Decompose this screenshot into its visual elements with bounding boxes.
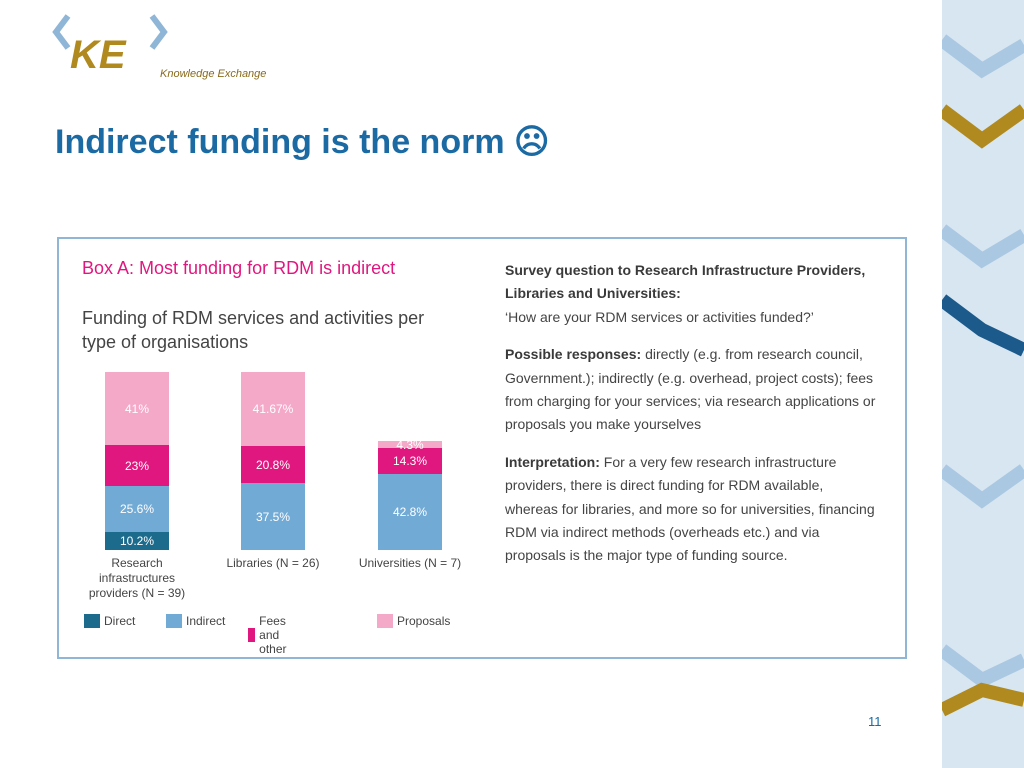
legend-swatch xyxy=(248,628,256,642)
legend-swatch xyxy=(166,614,182,628)
legend-item: Proposals xyxy=(377,614,450,628)
notes: Survey question to Research Infrastructu… xyxy=(505,259,880,582)
bar-segment xyxy=(105,445,169,487)
bar-segment xyxy=(241,446,305,484)
label: Survey question to Research Infrastructu… xyxy=(505,262,866,302)
value-label: 20.8% xyxy=(255,457,291,472)
figure-box xyxy=(57,237,907,659)
legend-item: Direct xyxy=(84,614,135,628)
text: directly (e.g. from research council, Go… xyxy=(505,346,876,433)
bar-segment xyxy=(105,372,169,446)
legend-swatch xyxy=(377,614,393,628)
logo-mark: KE xyxy=(70,33,127,77)
text: ‘How are your RDM services or activities… xyxy=(505,308,814,325)
legend-item: Indirect xyxy=(166,614,225,628)
interpretation-paragraph: Interpretation: For a very few research … xyxy=(505,451,880,568)
bar-segment xyxy=(241,372,305,447)
value-label: 25.6% xyxy=(119,502,155,517)
question-paragraph: Survey question to Research Infrastructu… xyxy=(505,259,880,329)
value-label: 41% xyxy=(124,401,150,416)
chart-title: Funding of RDM services and activities p… xyxy=(82,308,425,352)
responses-paragraph: Possible responses: directly (e.g. from … xyxy=(505,343,880,437)
category-label: Libraries (N = 26) xyxy=(226,556,320,570)
legend-label: Indirect xyxy=(186,614,226,628)
value-label: 4.3% xyxy=(396,437,424,452)
category-label: Research infrastructures providers (N = … xyxy=(88,556,186,600)
bar-segment xyxy=(105,531,169,550)
logo-name: Knowledge Exchange xyxy=(160,68,266,80)
slide-title: Indirect funding is the norm ☹ xyxy=(55,123,550,161)
category-label: Universities (N = 7) xyxy=(358,556,462,570)
bar-segment xyxy=(378,448,442,474)
text: For a very few research infrastructure p… xyxy=(505,453,875,564)
value-label: 14.3% xyxy=(392,454,428,469)
label: Possible responses: xyxy=(505,346,642,363)
value-label: 37.5% xyxy=(255,509,291,524)
logo: KE Knowledge Exchange xyxy=(52,14,266,80)
legend-label: Proposals xyxy=(397,614,451,628)
bar-segment xyxy=(378,473,442,550)
side-decoration xyxy=(942,0,1024,768)
legend-swatch xyxy=(84,614,100,628)
page-number: 11 xyxy=(868,714,882,729)
box-heading: Box A: Most funding for RDM is indirect xyxy=(82,258,396,278)
legend-label: Fees and other xyxy=(259,614,287,656)
bar-segment xyxy=(105,486,169,532)
value-label: 23% xyxy=(124,458,150,473)
value-label: 10.2% xyxy=(119,533,155,548)
bar-segment xyxy=(241,483,305,550)
legend-label: Direct xyxy=(104,614,136,628)
legend-item: Fees and other xyxy=(248,614,295,656)
value-label: 42.8% xyxy=(392,504,428,519)
bar-segment xyxy=(378,440,442,449)
value-label: 41.67% xyxy=(252,402,294,417)
label: Interpretation: xyxy=(505,453,600,470)
